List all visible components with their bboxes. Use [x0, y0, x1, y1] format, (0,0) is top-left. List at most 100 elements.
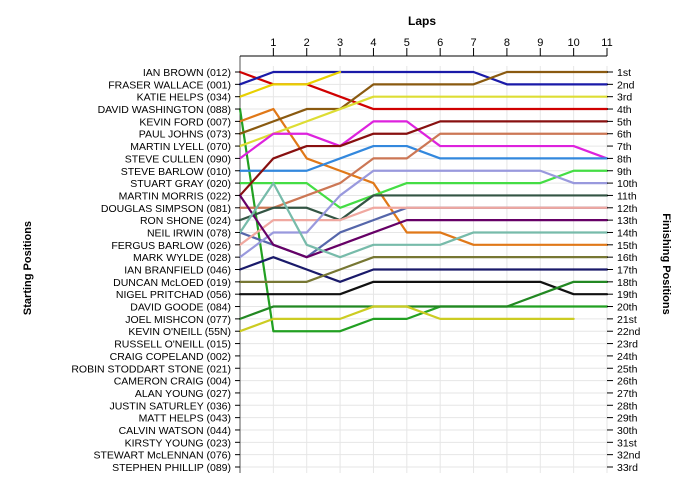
finishing-label: 29th [617, 413, 638, 425]
series-line [238, 206, 609, 246]
finishing-label: 3rd [617, 92, 632, 104]
x-tick-label: 5 [404, 37, 410, 49]
starting-label: STEVE CULLEN (090) [125, 153, 231, 165]
starting-label: STEPHEN PHILLIP (089) [112, 462, 231, 474]
starting-label: MARTIN LYELL (070) [130, 141, 231, 153]
starting-label: KATIE HELPS (034) [137, 92, 231, 104]
starting-label: CAMERON CRAIG (004) [114, 376, 231, 388]
finishing-label: 17th [617, 265, 638, 277]
finishing-label: 6th [617, 129, 632, 141]
starting-label: STUART GRAY (020) [130, 178, 231, 190]
finishing-label: 30th [617, 425, 638, 437]
finishing-label: 23rd [617, 339, 638, 351]
series-line [238, 169, 609, 209]
starting-label: MARTIN MORRIS (022) [119, 190, 231, 202]
x-tick-label: 4 [370, 37, 376, 49]
series-line [238, 305, 575, 333]
series-line [238, 95, 609, 148]
finishing-label: 27th [617, 388, 638, 400]
starting-label: STEVE BARLOW (010) [121, 166, 231, 178]
finishing-label: 26th [617, 376, 638, 388]
starting-label: FERGUS BARLOW (026) [111, 240, 231, 252]
series-line [238, 144, 609, 172]
finishing-label: 8th [617, 153, 632, 165]
starting-label: DAVID GOODE (084) [130, 302, 231, 314]
finishing-label: 12th [617, 203, 638, 215]
x-tick-label: 1 [270, 37, 276, 49]
series-line [238, 280, 609, 320]
finishing-position-labels: 1st2nd3rd4th5th6th7th8th9th10th11th12th1… [607, 67, 641, 474]
finishing-label: 5th [617, 116, 632, 128]
finishing-label: 28th [617, 400, 638, 412]
series-line [238, 132, 609, 209]
finishing-label: 7th [617, 141, 632, 153]
series-line [238, 120, 609, 197]
finishing-label: 33rd [617, 462, 638, 474]
starting-label: JUSTIN SATURLEY (036) [109, 400, 231, 412]
series-line [238, 107, 609, 246]
starting-position-labels: IAN BROWN (012)FRASER WALLACE (001)KATIE… [71, 67, 240, 474]
finishing-label: 21st [617, 314, 637, 326]
x-tick-label: 6 [437, 37, 443, 49]
series-line [238, 280, 609, 296]
series-line [238, 70, 342, 98]
finishing-label: 19th [617, 289, 638, 301]
finishing-label: 18th [617, 277, 638, 289]
x-tick-label: 2 [304, 37, 310, 49]
x-tick-labels: 1 2 3 4 5 6 7 8 9 10 11 [270, 37, 613, 56]
starting-label: PAUL JOHNS (073) [139, 129, 231, 141]
finishing-label: 9th [617, 166, 632, 178]
finishing-label: 16th [617, 252, 638, 264]
finishing-label: 1st [617, 67, 631, 79]
starting-label: RON SHONE (024) [140, 215, 231, 227]
x-tick-label: 11 [601, 37, 612, 49]
y-axis-label-starting: Starting Positions [22, 221, 34, 315]
series-line [238, 256, 609, 283]
series-line [238, 181, 609, 259]
finishing-label: 24th [617, 351, 638, 363]
x-tick-label: 9 [537, 37, 543, 49]
series-line [238, 256, 609, 283]
x-axis-label: Laps [408, 14, 436, 28]
starting-label: DOUGLAS SIMPSON (081) [101, 203, 231, 215]
finishing-label: 22nd [617, 326, 641, 338]
series-line [238, 194, 609, 259]
finishing-label: 10th [617, 178, 638, 190]
starting-label: NIGEL PRITCHAD (056) [116, 289, 231, 301]
starting-label: ROBIN STODDART STONE (021) [71, 363, 231, 375]
starting-label: DAVID WASHINGTON (088) [98, 104, 231, 116]
series-line [238, 194, 609, 222]
finishing-label: 25th [617, 363, 638, 375]
finishing-label: 20th [617, 302, 638, 314]
x-tick-label: 10 [568, 37, 580, 49]
starting-label: CRAIG COPELAND (002) [110, 351, 231, 363]
starting-label: STEWART McLENNAN (076) [94, 450, 232, 462]
y-axis-label-finishing: Finishing Positions [660, 213, 672, 314]
starting-label: IAN BRANFIELD (046) [124, 265, 231, 277]
x-tick-label: 7 [470, 37, 476, 49]
starting-label: KEVIN FORD (007) [139, 116, 231, 128]
finishing-label: 4th [617, 104, 632, 116]
starting-label: DUNCAN McLOED (019) [113, 277, 231, 289]
starting-label: RUSSELL O'NEILL (015) [114, 339, 231, 351]
finishing-label: 11th [617, 190, 637, 202]
finishing-label: 13th [617, 215, 638, 227]
starting-label: CALVIN WATSON (044) [119, 425, 231, 437]
finishing-label: 14th [617, 227, 638, 239]
x-tick-label: 8 [504, 37, 510, 49]
series-line [238, 70, 609, 135]
starting-label: JOEL MISHCON (077) [125, 314, 231, 326]
starting-label: FRASER WALLACE (001) [108, 79, 231, 91]
starting-label: MATT HELPS (043) [139, 413, 231, 425]
starting-label: KEVIN O'NEILL (55N) [128, 326, 231, 338]
series-line [238, 120, 609, 160]
finishing-label: 2nd [617, 79, 635, 91]
finishing-label: 15th [617, 240, 638, 252]
series-line [238, 70, 609, 86]
finishing-label: 31st [617, 437, 637, 449]
starting-label: ALAN YOUNG (027) [135, 388, 231, 400]
x-tick-label: 3 [337, 37, 343, 49]
starting-label: NEIL IRWIN (078) [147, 227, 231, 239]
starting-label: IAN BROWN (012) [143, 67, 231, 79]
